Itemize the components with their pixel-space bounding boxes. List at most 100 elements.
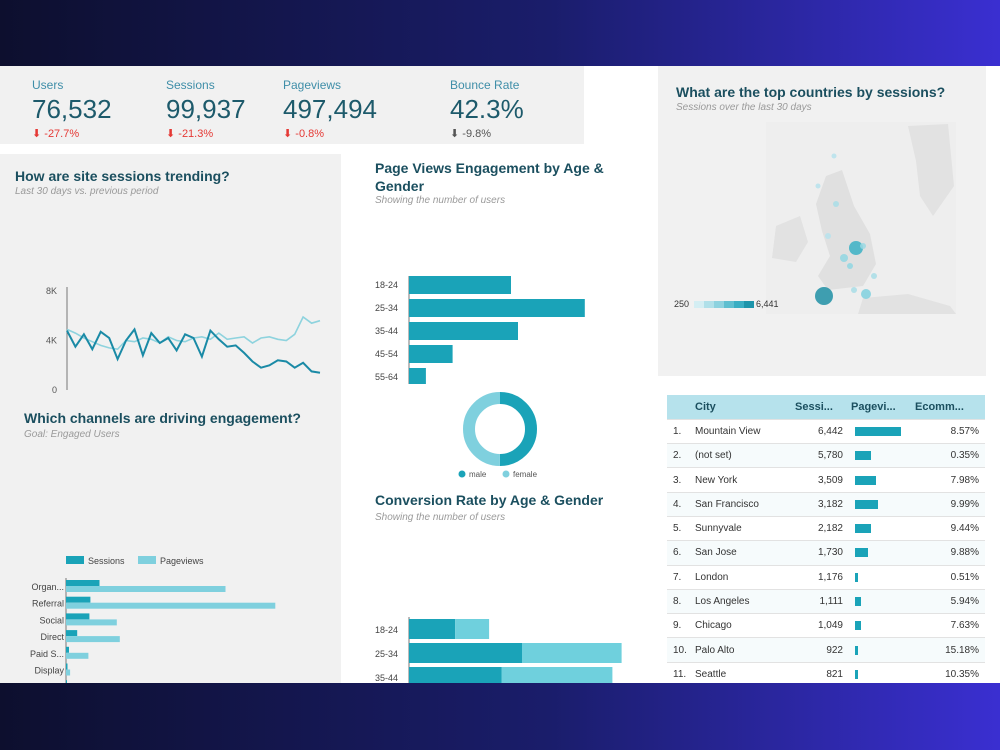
city-cell: (not set) <box>695 443 795 469</box>
map-bubble[interactable] <box>825 233 831 239</box>
table-row[interactable]: 9. Chicago 1,049 7.63% <box>667 613 985 639</box>
legend-gradient-cell <box>704 301 714 308</box>
map-bubble[interactable] <box>860 243 866 249</box>
map-bubble[interactable] <box>833 201 839 207</box>
kpi-change: ⬇ -9.8% <box>450 128 492 140</box>
map-bubble[interactable] <box>861 289 871 299</box>
bar <box>409 667 502 683</box>
map-bubble[interactable] <box>847 263 853 269</box>
bar <box>66 646 69 653</box>
uk-map[interactable]: 250 6,441 <box>658 66 986 376</box>
down-arrow-icon: ⬇ <box>32 128 42 140</box>
map-bubble[interactable] <box>840 254 848 262</box>
legend-label: female <box>513 470 538 479</box>
pageviews-cell <box>851 492 915 517</box>
bar <box>501 667 613 683</box>
ecomm-cell: 15.18% <box>915 637 985 663</box>
row-index: 3. <box>667 467 695 493</box>
pv-age-panel: Page Views Engagement by Age & Gender Sh… <box>365 154 645 384</box>
col-city[interactable]: City <box>695 395 795 420</box>
legend-gradient-cell <box>714 301 724 308</box>
table-row[interactable]: 8. Los Angeles 1,111 5.94% <box>667 589 985 615</box>
map-legend-min: 250 <box>674 299 689 309</box>
pageviews-bar <box>855 669 859 679</box>
table-row[interactable]: 1. Mountain View 6,442 8.57% <box>667 419 985 445</box>
down-arrow-icon: ⬇ <box>450 128 460 140</box>
ecomm-cell: 0.51% <box>915 565 985 590</box>
down-arrow-icon: ⬇ <box>166 128 176 140</box>
category-label: 25-34 <box>375 303 398 313</box>
pageviews-bar <box>855 548 868 558</box>
city-cell: Chicago <box>695 613 795 639</box>
col-sessions[interactable]: Sessi... <box>795 395 851 420</box>
row-index: 9. <box>667 613 695 639</box>
legend-dot <box>502 470 510 478</box>
city-cell: San Jose <box>695 540 795 566</box>
city-cell: Palo Alto <box>695 637 795 663</box>
category-label: Display <box>34 666 64 676</box>
pageviews-cell <box>851 589 915 615</box>
down-arrow-icon: ⬇ <box>283 128 293 140</box>
row-index: 6. <box>667 540 695 566</box>
kpi-value: 497,494 <box>283 94 377 124</box>
pageviews-bar <box>855 451 872 461</box>
pageviews-age-chart: 18-2425-3435-4445-5455-6465+07.5K15K23K3… <box>375 276 585 384</box>
map-bubble[interactable] <box>815 287 833 305</box>
ecomm-cell: 10.35% <box>915 662 985 683</box>
row-index: 7. <box>667 565 695 590</box>
bar <box>66 613 90 620</box>
table-row[interactable]: 4. San Francisco 3,182 9.99% <box>667 492 985 517</box>
category-label: Affilia... <box>35 682 64 683</box>
city-cell: Mountain View <box>695 419 795 445</box>
col-ecomm[interactable]: Ecomm... <box>915 395 985 420</box>
pageviews-bar <box>855 597 861 607</box>
bar <box>66 669 71 676</box>
bar <box>66 586 226 592</box>
col-pageviews[interactable]: Pagevi... <box>851 395 915 420</box>
map-legend-max: 6,441 <box>756 299 779 309</box>
legend-gradient-cell <box>734 301 744 308</box>
pageviews-cell <box>851 540 915 566</box>
table-row[interactable]: 6. San Jose 1,730 9.88% <box>667 540 985 566</box>
bar <box>66 652 89 659</box>
kpi-label: Users <box>32 78 64 92</box>
bar <box>66 663 68 670</box>
channels-title: Which channels are driving engagement? <box>24 410 301 426</box>
conv-age-subtitle: Showing the number of users <box>375 512 506 523</box>
bar <box>66 630 78 637</box>
kpi-change: ⬇ -21.3% <box>166 128 214 140</box>
map-bubble[interactable] <box>849 241 863 255</box>
bar <box>409 276 511 294</box>
bar <box>66 680 67 683</box>
sessions-cell: 1,730 <box>795 540 851 566</box>
pageviews-bar <box>855 645 859 655</box>
pv-age-subtitle: Showing the number of users <box>375 195 506 206</box>
conv-age-title: Conversion Rate by Age & Gender <box>375 492 604 508</box>
kpi-users: Users 76,532 ⬇ -27.7% <box>32 78 112 140</box>
table-row[interactable]: 7. London 1,176 0.51% <box>667 565 985 590</box>
ecomm-cell: 7.63% <box>915 613 985 639</box>
y-tick-label: 4K <box>46 336 57 346</box>
kpi-sessions: Sessions 99,937 ⬇ -21.3% <box>166 78 246 140</box>
map-bubble[interactable] <box>831 153 837 159</box>
map-bubble[interactable] <box>815 183 821 189</box>
ecomm-cell: 0.35% <box>915 443 985 469</box>
category-label: 25-34 <box>375 649 398 659</box>
row-index: 4. <box>667 492 695 517</box>
sessions-cell: 1,176 <box>795 565 851 590</box>
map-bubble[interactable] <box>871 273 877 279</box>
table-row[interactable]: 5. Sunnyvale 2,182 9.44% <box>667 516 985 542</box>
pageviews-bar <box>855 499 878 509</box>
table-row[interactable]: 2. (not set) 5,780 0.35% <box>667 443 985 469</box>
map-bubble[interactable] <box>851 287 857 293</box>
table-header-row: City Sessi... Pagevi... Ecomm... <box>667 395 985 420</box>
sessions-cell: 821 <box>795 662 851 683</box>
table-row[interactable]: 10. Palo Alto 922 15.18% <box>667 637 985 663</box>
kpi-change: ⬇ -27.7% <box>32 128 80 140</box>
ecomm-cell: 9.88% <box>915 540 985 566</box>
table-row[interactable]: 3. New York 3,509 7.98% <box>667 467 985 493</box>
legend-gradient-cell <box>724 301 734 308</box>
table-row[interactable]: 11. Seattle 821 10.35% <box>667 662 985 683</box>
y-tick-label: 0 <box>52 385 57 395</box>
